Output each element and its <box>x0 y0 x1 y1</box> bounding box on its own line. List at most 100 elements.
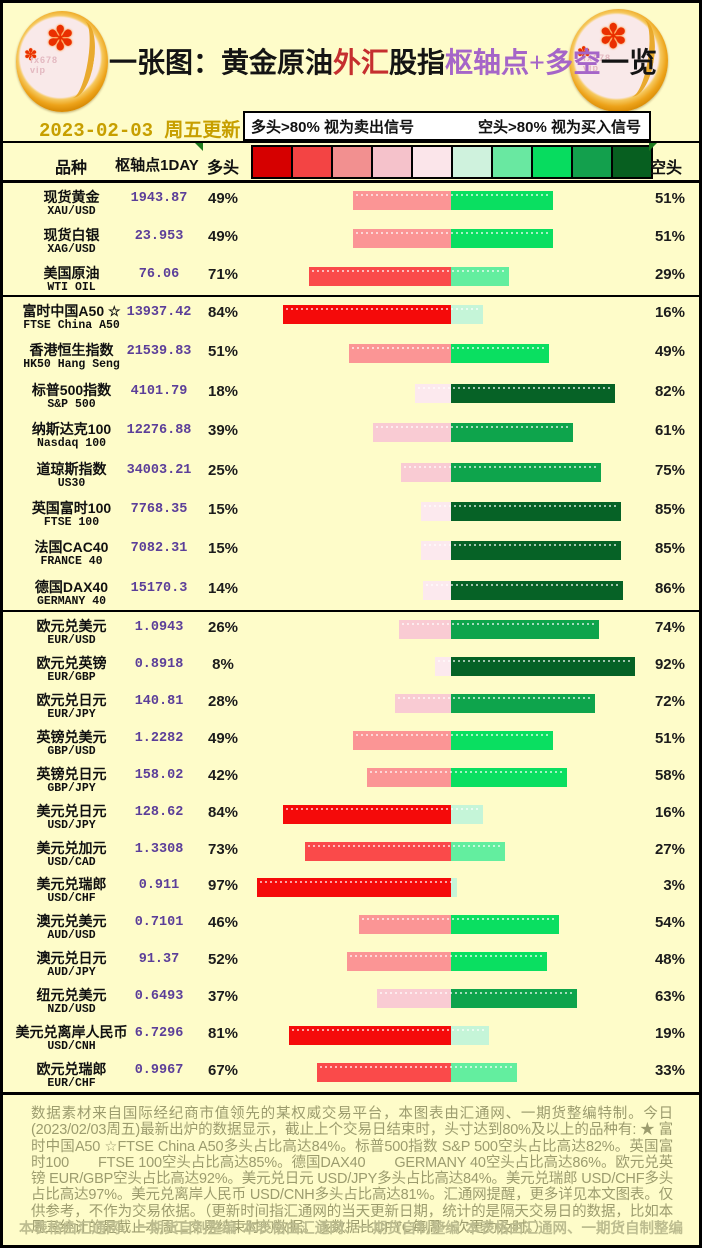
table-row: 德国DAX40 GERMANY 40 15170.3 14% 86% <box>3 573 699 612</box>
instrument-name-cn: 英镑兑日元 <box>36 765 107 782</box>
pivot-value: 23.953 <box>134 229 184 244</box>
long-percent: 42% <box>207 766 239 784</box>
short-percent: 51% <box>654 729 685 747</box>
pivot-value: 6.7296 <box>134 1026 184 1042</box>
pivot-value: 76.06 <box>138 267 180 282</box>
color-scale-swatch <box>291 145 333 179</box>
title-segment: 一张图：黄金原油 <box>109 48 334 79</box>
instrument-code: GBP/USD <box>47 744 96 758</box>
instrument-code: XAG/USD <box>47 243 96 256</box>
instrument-name: 英镑兑日元 GBP/JPY <box>8 766 135 796</box>
instrument-name: 纽元兑美元 NZD/USD <box>8 987 135 1017</box>
table-row: 欧元兑日元 EUR/JPY 140.81 28% 72% <box>3 686 699 723</box>
long-percent: 28% <box>207 692 239 710</box>
instrument-name-cn: 欧元兑美元 <box>36 618 107 634</box>
instrument-code: FRANCE 40 <box>40 555 103 569</box>
instrument-name-cn: 欧元兑日元 <box>36 691 107 708</box>
bar-dotted-line <box>418 386 612 389</box>
pivot-value: 0.6493 <box>134 989 184 1005</box>
bar-dotted-line <box>370 770 564 773</box>
bar-dotted-line <box>402 623 596 625</box>
bar-dotted-line <box>320 1066 514 1069</box>
short-percent: 61% <box>654 422 685 440</box>
long-percent: 39% <box>207 422 239 440</box>
bar-dotted-line <box>438 659 632 662</box>
instrument-name: 美元兑加元 USD/CAD <box>8 840 135 870</box>
instrument-code: EUR/USD <box>47 634 96 647</box>
instrument-code: US30 <box>57 476 86 490</box>
instrument-name-cn: 美元兑日元 <box>36 802 107 819</box>
long-percent: 49% <box>207 228 239 245</box>
short-percent: 86% <box>654 579 685 597</box>
instrument-name: 澳元兑美元 AUD/USD <box>8 913 135 943</box>
coin-watermark: fx678 vip <box>30 55 59 75</box>
instrument-name-cn: 美元兑离岸人民币 <box>15 1024 128 1041</box>
short-percent: 33% <box>654 1062 685 1080</box>
long-percent: 84% <box>207 304 239 321</box>
instrument-name: 香港恒生指数 HK50 Hang Seng <box>8 342 135 372</box>
table-row: 欧元兑瑞郎 EUR/CHF 0.9967 67% 33% <box>3 1055 699 1092</box>
footer-text: 数据素材来自国际经纪商市值领先的某权威交易平台，本图表由汇通网、一期货整编特制。… <box>31 1106 673 1237</box>
instrument-code: FTSE China A50 <box>23 319 120 332</box>
instrument-code: EUR/GBP <box>47 670 96 684</box>
instrument-name: 欧元兑日元 EUR/JPY <box>8 692 135 722</box>
column-header-variety: 品种 <box>54 160 87 177</box>
table-row: 纳斯达克100 Nasdaq 100 12276.88 39% 61% <box>3 415 699 454</box>
table-row: 纽元兑美元 NZD/USD 0.6493 37% 63% <box>3 981 699 1018</box>
bar-dotted-line <box>424 544 618 547</box>
pivot-value: 0.9967 <box>134 1063 184 1079</box>
short-percent: 29% <box>654 266 685 283</box>
instrument-name-cn: 美元兑加元 <box>36 839 107 856</box>
instrument-name: 纳斯达克100 Nasdaq 100 <box>8 421 135 451</box>
table-row: 美元兑日元 USD/JPY 128.62 84% 16% <box>3 797 699 834</box>
pivot-value: 13937.42 <box>126 305 192 320</box>
instrument-name: 欧元兑美元 EUR/USD <box>8 618 135 648</box>
column-header-long: 多头 <box>206 160 239 177</box>
instrument-name-cn: 英国富时100 <box>31 499 112 516</box>
long-percent: 15% <box>207 500 239 518</box>
short-percent: 3% <box>663 877 685 895</box>
bar-dotted-line <box>356 733 550 736</box>
legend-short-signal: 空头>80% 视为买入信号 <box>478 118 641 136</box>
bar-dotted-line <box>426 583 620 586</box>
long-percent: 84% <box>207 803 239 821</box>
instrument-code: Nasdaq 100 <box>36 437 106 451</box>
bar-dotted-line <box>398 696 592 699</box>
column-header-short: 空头 <box>649 160 682 177</box>
table-row: 现货黄金 XAU/USD 1943.87 49% 51% <box>3 183 699 221</box>
table-row: 道琼斯指数 US30 34003.21 25% 75% <box>3 455 699 494</box>
table-row: 欧元兑英镑 EUR/GBP 0.8918 8% 92% <box>3 649 699 686</box>
instrument-name-cn: 德国DAX40 <box>34 578 109 595</box>
instrument-name-cn: 美元兑瑞郎 <box>36 876 107 893</box>
table-row: 英国富时100 FTSE 100 7768.35 15% 85% <box>3 494 699 533</box>
short-percent: 58% <box>654 766 685 784</box>
instrument-name-cn: 法国CAC40 <box>34 539 109 556</box>
color-scale-swatch <box>611 145 653 179</box>
instrument-name-cn: 美国原油 <box>43 265 100 281</box>
table-row: 澳元兑日元 AUD/JPY 91.37 52% 48% <box>3 944 699 981</box>
long-percent: 81% <box>207 1025 239 1043</box>
short-percent: 85% <box>654 500 685 518</box>
instrument-name-cn: 标普500指数 <box>31 381 112 398</box>
title-segment: 枢轴点+多空 <box>445 48 602 79</box>
instrument-code: USD/CNH <box>47 1040 96 1054</box>
instrument-name-cn: 澳元兑日元 <box>36 950 107 967</box>
color-scale-swatch <box>451 145 493 179</box>
long-percent: 49% <box>207 729 239 747</box>
instrument-name: 英国富时100 FTSE 100 <box>8 500 135 530</box>
instrument-name: 美元兑瑞郎 USD/CHF <box>8 876 135 906</box>
short-percent: 16% <box>654 803 685 821</box>
short-percent: 72% <box>654 692 685 710</box>
pivot-value: 7082.31 <box>130 541 188 557</box>
instrument-code: USD/JPY <box>47 818 96 832</box>
instrument-name-cn: 澳元兑美元 <box>36 913 107 930</box>
instrument-name: 标普500指数 S&P 500 <box>8 382 135 412</box>
instrument-name: 欧元兑英镑 EUR/GBP <box>8 655 135 685</box>
instrument-name-cn: 富时中国A50 ☆ <box>22 303 121 319</box>
instrument-name: 现货黄金 XAU/USD <box>8 189 135 219</box>
table-row: 美元兑瑞郎 USD/CHF 0.911 97% 3% <box>3 870 699 907</box>
color-scale-swatch <box>331 145 373 179</box>
instrument-name-cn: 纽元兑美元 <box>36 987 107 1004</box>
pivot-value: 4101.79 <box>130 383 188 399</box>
